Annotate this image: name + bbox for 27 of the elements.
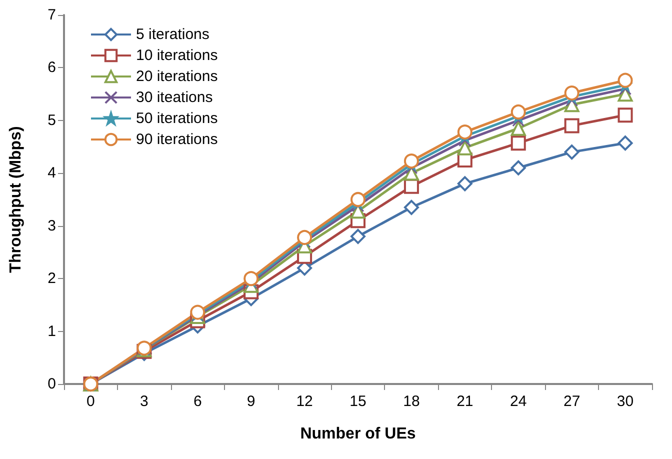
legend-label: 50 iterations xyxy=(136,110,218,127)
x-tick-label: 24 xyxy=(510,393,527,410)
y-tick-label: 4 xyxy=(48,164,56,182)
y-tick-label: 1 xyxy=(48,322,56,340)
x-tick-label: 3 xyxy=(140,393,148,410)
x-tick-label: 9 xyxy=(246,393,256,410)
legend-label: 5 iterations xyxy=(136,26,210,43)
x-tick-label: 0 xyxy=(86,393,95,410)
legend-label: 20 iterations xyxy=(136,68,218,85)
y-tick-label: 3 xyxy=(48,217,56,234)
legend-label: 90 iterations xyxy=(136,131,218,148)
legend-label: 10 iterations xyxy=(136,47,218,64)
y-tick-label: 2 xyxy=(48,270,56,288)
y-tick-label: 0 xyxy=(48,376,56,392)
x-axis-title: Number of UEs xyxy=(300,426,416,442)
y-tick-label: 7 xyxy=(48,6,56,24)
x-tick-label: 27 xyxy=(563,393,580,410)
y-tick-label: 5 xyxy=(48,112,56,129)
x-tick-label: 18 xyxy=(403,393,420,410)
legend-label: 30 iteations xyxy=(136,89,213,106)
y-tick-label: 6 xyxy=(48,59,56,76)
y-axis-title: Throughput (Mbps) xyxy=(8,126,24,273)
x-tick-label: 21 xyxy=(456,393,474,410)
x-tick-label: 30 xyxy=(616,393,634,410)
x-tick-label: 15 xyxy=(350,393,366,410)
x-tick-label: 12 xyxy=(296,393,313,410)
x-tick-label: 6 xyxy=(193,393,202,410)
